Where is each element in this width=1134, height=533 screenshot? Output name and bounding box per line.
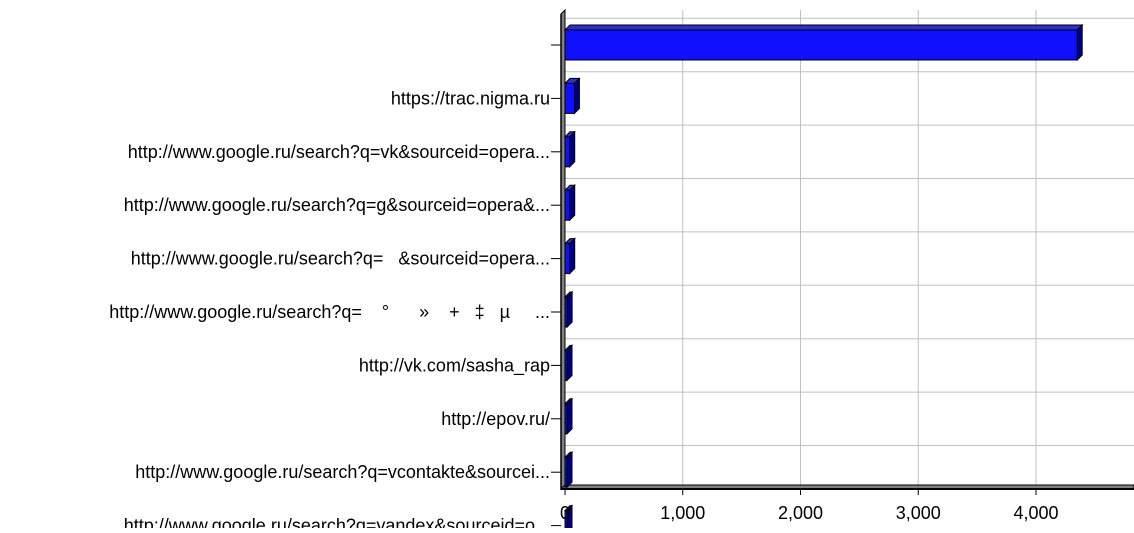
- bar-side-face: [569, 237, 576, 275]
- bar: [563, 450, 574, 489]
- x-tick-label: 2,000: [778, 503, 823, 523]
- category-label: http://vk.com/sasha_rap: [359, 355, 550, 376]
- bar-side-face: [566, 290, 573, 329]
- category-label: http://www.google.ru/search?q= &sourceid…: [131, 249, 550, 269]
- bar-side-face: [569, 130, 576, 169]
- bar: [563, 130, 576, 169]
- bar-side-face: [566, 450, 573, 489]
- x-tick-label: 3,000: [896, 503, 941, 523]
- bar-front-face: [564, 243, 571, 275]
- bar-front-face: [564, 456, 568, 488]
- x-tick-label: 4,000: [1013, 503, 1058, 523]
- category-label: http://www.google.ru/search?q= ° » + ‡ µ…: [109, 302, 550, 322]
- bar-side-face: [1076, 23, 1083, 62]
- category-label: http://www.google.ru/search?q=vcontakte&…: [135, 462, 550, 482]
- bar-front-face: [564, 296, 568, 328]
- bar-top-face: [563, 24, 1084, 31]
- bar-side-face: [573, 77, 580, 115]
- bar: [563, 77, 581, 115]
- bar: [563, 504, 574, 533]
- bar-front-face: [564, 29, 1078, 61]
- category-label: http://epov.ru/: [441, 409, 550, 429]
- bar: [563, 237, 576, 275]
- bar-front-face: [564, 82, 575, 114]
- bar: [563, 183, 576, 222]
- bar-side-face: [566, 344, 573, 382]
- bar-side-face: [566, 397, 573, 436]
- bar-front-face: [564, 403, 568, 435]
- bar-side-face: [569, 183, 576, 222]
- bar: [563, 290, 574, 329]
- axes-layer: [551, 8, 1134, 527]
- category-label: http://www.google.ru/search?q=yandex&sou…: [124, 516, 550, 528]
- bar-front-face: [564, 189, 571, 221]
- x-tick-label: 0: [560, 503, 570, 523]
- bar: [563, 397, 574, 436]
- bar: [563, 23, 1084, 62]
- bars-layer: [563, 23, 1084, 533]
- category-label: https://trac.nigma.ru: [391, 88, 550, 108]
- grid-layer: [565, 10, 1134, 485]
- bar-front-face: [564, 136, 571, 168]
- labels-layer: 0 1,000 2,000 3,000 4,000 https://trac.nigma.…: [109, 88, 1058, 533]
- x-tick-label: 1,000: [660, 503, 705, 523]
- bar-front-face: [564, 510, 568, 533]
- bar: [563, 344, 574, 382]
- category-label: http://www.google.ru/search?q=g&sourceid…: [124, 195, 550, 215]
- category-label: http://www.google.ru/search?q=vk&sourcei…: [128, 142, 550, 162]
- bar-front-face: [564, 349, 568, 381]
